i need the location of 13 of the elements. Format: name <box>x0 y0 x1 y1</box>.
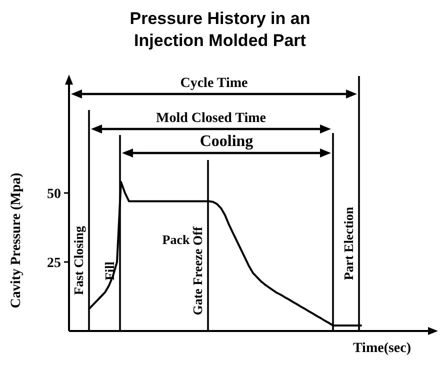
annotation: Cooling <box>200 133 254 150</box>
annotation: Mold Closed Time <box>156 111 266 126</box>
annotation: Fast Closing <box>71 226 86 295</box>
y-axis-title: Cavity Pressure (Mpa) <box>9 172 24 308</box>
annotation: Gate Freeze Off <box>190 226 205 316</box>
chart-title: Pressure History in an Injection Molded Part <box>130 9 310 50</box>
line-series <box>88 180 362 326</box>
x-axis-title: Time(sec) <box>352 341 412 356</box>
annotation: Pack <box>162 232 190 247</box>
y-tick-label: 25 <box>47 256 61 271</box>
y-tick-label: 50 <box>47 187 61 202</box>
annotation: Cycle Time <box>180 76 248 91</box>
annotation: Part Election <box>341 206 356 280</box>
